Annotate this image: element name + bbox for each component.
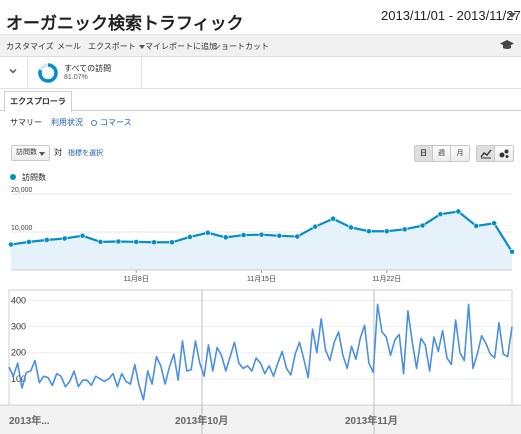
data-point[interactable] — [169, 239, 175, 246]
segment-bar: すべての訪問 81.07% — [0, 57, 521, 89]
email-button[interactable]: メール — [57, 42, 81, 51]
data-point[interactable] — [509, 248, 515, 255]
subnav-ecommerce-label: コマース — [100, 118, 132, 127]
x-tick-label: 2013年10月 — [175, 414, 228, 427]
data-point[interactable] — [204, 229, 211, 236]
add-to-dashboard-button[interactable]: マイレポートに追加 — [145, 42, 217, 51]
x-tick-label: 11月8日 — [124, 275, 149, 283]
report-header: オーガニック検索トラフィック 2013/11/01 - 2013/11/27 — [0, 0, 521, 34]
timeline-frame — [8, 289, 513, 406]
motion-chart-button[interactable] — [495, 146, 513, 161]
line-chart-icon — [480, 149, 492, 159]
customize-button[interactable]: カスタマイズ — [6, 42, 54, 51]
subnav-usage[interactable]: 利用状況 — [51, 118, 83, 127]
y-tick-label: 400 — [11, 295, 26, 305]
page-title: オーガニック検索トラフィック — [6, 14, 244, 33]
tab-explorer[interactable]: エクスプローラ — [4, 91, 72, 112]
data-point[interactable] — [151, 239, 158, 246]
line-chart-button[interactable] — [477, 146, 495, 161]
data-point[interactable] — [276, 232, 283, 239]
timeline-line-chart[interactable]: 400 300 200 100 2013年... 2013年10月 2013年11月 — [0, 288, 521, 434]
timeline-axis-band — [0, 405, 521, 434]
export-label: エクスポート — [88, 42, 136, 51]
data-point[interactable] — [222, 234, 229, 241]
segment-name: すべての訪問 — [64, 64, 112, 73]
data-point[interactable] — [258, 231, 265, 238]
period-toggle: 日 週 月 — [414, 145, 470, 162]
chevron-down-icon[interactable] — [508, 13, 516, 18]
explorer-subnav: サマリー 利用状況 コマース — [0, 117, 521, 131]
y-tick-label: 300 — [11, 322, 26, 332]
y-tick-label: 20,000 — [11, 187, 33, 194]
legend-dot — [10, 174, 16, 180]
metric-select-label: 訪問数 — [16, 149, 37, 156]
graduation-cap-icon[interactable] — [500, 40, 514, 50]
report-toolbar: カスタマイズ メール エクスポート マイレポートに追加 ショートカット — [0, 34, 521, 57]
donut-arc — [38, 63, 58, 83]
x-tick-label: 11月22日 — [372, 275, 401, 283]
chevron-down-icon — [138, 44, 145, 49]
period-week-button[interactable]: 週 — [433, 146, 451, 161]
ecommerce-icon — [91, 119, 97, 126]
data-point[interactable] — [330, 215, 336, 222]
x-tick-label: 11月15日 — [247, 275, 276, 283]
data-point[interactable] — [187, 234, 193, 240]
data-point[interactable] — [473, 223, 480, 229]
data-point[interactable] — [419, 222, 426, 229]
tab-strip: エクスプローラ — [0, 89, 521, 112]
data-point[interactable] — [133, 238, 140, 245]
segment-toggle[interactable] — [0, 57, 28, 89]
metric-select[interactable]: 訪問数 — [11, 145, 50, 161]
subnav-summary[interactable]: サマリー — [10, 118, 42, 127]
y-tick-label: 10,000 — [11, 225, 33, 232]
x-tick-label: 2013年... — [9, 414, 50, 427]
data-point[interactable] — [312, 223, 319, 230]
shortcut-button[interactable]: ショートカット — [213, 42, 269, 51]
y-tick-label: 100 — [11, 374, 26, 384]
chevron-down-icon — [9, 68, 17, 74]
data-point[interactable] — [8, 241, 14, 248]
data-point[interactable] — [348, 224, 354, 231]
data-point[interactable] — [115, 238, 122, 245]
subnav-ecommerce[interactable]: コマース — [91, 117, 132, 128]
chart-type-toggle — [476, 145, 514, 162]
data-point[interactable] — [294, 233, 301, 240]
period-month-button[interactable]: 月 — [451, 146, 469, 161]
segment-donut-icon — [38, 63, 58, 83]
vs-label: 対 — [54, 148, 62, 157]
data-point[interactable] — [401, 226, 408, 233]
segment-percent: 81.07% — [64, 74, 88, 81]
data-point[interactable] — [455, 208, 462, 215]
data-point[interactable] — [25, 238, 32, 245]
chart-controls: 訪問数 対 指標を選択 日 週 月 — [0, 141, 521, 165]
series-area — [11, 211, 512, 270]
x-tick-label: 2013年11月 — [345, 414, 398, 427]
y-tick-label: 200 — [11, 348, 26, 358]
date-range-picker[interactable]: 2013/11/01 - 2013/11/27 — [381, 8, 521, 23]
data-point[interactable] — [79, 232, 86, 239]
data-point[interactable] — [383, 228, 390, 235]
legend-label: 訪問数 — [22, 173, 46, 182]
data-point[interactable] — [61, 235, 68, 242]
data-point[interactable] — [43, 237, 50, 243]
data-point[interactable] — [365, 228, 372, 235]
segment-card[interactable]: すべての訪問 81.07% — [28, 57, 142, 89]
chevron-down-icon — [39, 152, 45, 156]
export-button[interactable]: エクスポート — [88, 41, 145, 52]
choose-metric-link[interactable]: 指標を選択 — [68, 150, 103, 157]
visits-area-chart[interactable]: 20,000 10,000 11月8日 11月15日 11月22日 — [0, 186, 521, 284]
data-point[interactable] — [437, 211, 444, 218]
period-day-button[interactable]: 日 — [415, 146, 433, 161]
series-line — [8, 303, 513, 401]
bubble-chart-icon — [499, 149, 509, 158]
data-point[interactable] — [240, 232, 247, 238]
data-point[interactable] — [97, 238, 104, 245]
data-point[interactable] — [491, 220, 498, 227]
